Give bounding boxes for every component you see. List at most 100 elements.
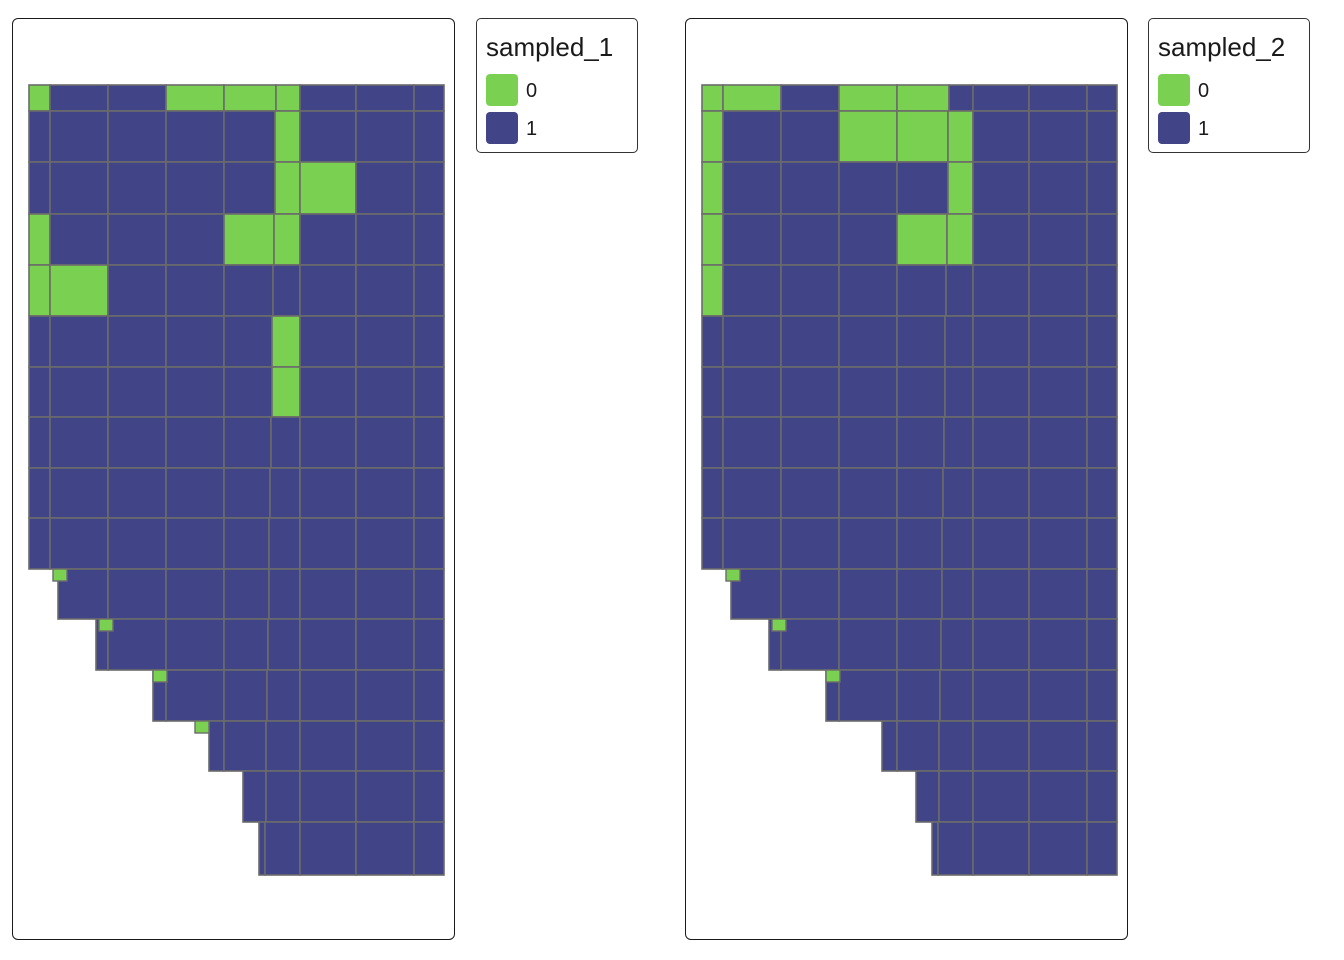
map-cell <box>223 618 269 671</box>
legend-label-0: 0 <box>1198 80 1210 102</box>
map-cell <box>1028 618 1088 671</box>
map-cell <box>945 264 974 317</box>
map-cell <box>838 110 898 163</box>
map-cell <box>271 315 301 368</box>
map-cell-patch <box>52 568 68 582</box>
map-cell <box>107 264 167 317</box>
map-cell <box>972 213 1030 266</box>
map-cell <box>165 517 225 570</box>
map-cell <box>780 467 840 519</box>
map-cell <box>780 416 840 469</box>
map-cell <box>780 161 840 215</box>
map-cell <box>107 568 167 620</box>
map-cell <box>941 568 974 620</box>
map-cell <box>223 161 276 215</box>
map-cell <box>722 161 782 215</box>
map-cell <box>1086 568 1118 620</box>
map-cell <box>972 110 1030 163</box>
map-cell <box>1086 821 1118 876</box>
map-cell <box>701 416 724 469</box>
map-cell <box>299 568 357 620</box>
map-cell <box>1086 213 1118 266</box>
map-cell <box>165 416 225 469</box>
legend-label-1: 1 <box>1198 118 1210 140</box>
map-cell <box>780 366 840 418</box>
map-cell <box>1028 770 1088 823</box>
map-cell <box>896 517 943 570</box>
map-cell <box>838 416 898 469</box>
map-cell <box>223 264 274 317</box>
map-cell <box>107 467 167 519</box>
map-cell <box>722 366 782 418</box>
map-cell <box>274 110 301 163</box>
map-cell <box>49 84 109 112</box>
map-cell <box>107 366 167 418</box>
map-cell <box>242 770 267 823</box>
map-cell <box>1028 366 1088 418</box>
map-cell <box>299 366 357 418</box>
map-cell <box>413 467 445 519</box>
map-cell <box>267 618 301 671</box>
map-cell <box>1028 720 1088 772</box>
map-cell <box>274 161 301 215</box>
map-cell <box>165 213 225 266</box>
map-cell <box>107 517 167 570</box>
map-cell <box>896 84 950 112</box>
map-cell <box>271 366 301 418</box>
map-cell <box>299 315 357 368</box>
map-cell <box>223 416 272 469</box>
map-cell <box>701 84 724 112</box>
map-cell <box>780 618 840 671</box>
map-cell <box>838 517 898 570</box>
map-cell <box>28 84 51 112</box>
legend-swatch-0 <box>1158 74 1190 106</box>
map-cell <box>838 669 898 722</box>
map-cell <box>165 315 225 368</box>
map-cell <box>49 416 109 469</box>
map-cell <box>722 110 782 163</box>
map-cell <box>49 366 109 418</box>
map-cell <box>881 720 898 772</box>
legend-label-0: 0 <box>526 80 538 102</box>
map-cell <box>165 467 225 519</box>
map-cell <box>223 467 271 519</box>
map-cell <box>780 213 840 266</box>
map-cell <box>943 416 974 469</box>
map-cell <box>413 720 445 772</box>
map-cell <box>896 264 947 317</box>
map-cell <box>937 821 974 876</box>
map-cell <box>355 720 415 772</box>
map-cell <box>299 517 357 570</box>
map-cell <box>165 110 225 163</box>
map-cell <box>28 110 51 163</box>
map-cell <box>931 821 939 876</box>
map-cell <box>355 416 415 469</box>
map-cell <box>838 213 898 266</box>
map-cell <box>49 213 109 266</box>
map-cell <box>722 517 782 570</box>
map-cell <box>972 568 1030 620</box>
map-cell-patch <box>98 618 114 632</box>
map-cell <box>944 315 974 368</box>
map-cell <box>223 366 273 418</box>
map-cell <box>165 618 225 671</box>
map-panel-sampled-1 <box>12 18 455 940</box>
map-cell <box>940 618 974 671</box>
map-cell <box>299 618 357 671</box>
map-cell <box>299 467 357 519</box>
map-cell <box>722 467 782 519</box>
map-cell <box>355 770 415 823</box>
map-cell <box>265 720 301 772</box>
map-cell <box>942 467 974 519</box>
map-cell <box>972 467 1030 519</box>
map-cell <box>701 467 724 519</box>
map-cell <box>165 264 225 317</box>
map-cell <box>299 84 357 112</box>
legend-title: sampled_2 <box>1158 32 1286 62</box>
map-cell <box>223 213 275 266</box>
map-cell <box>1086 669 1118 722</box>
map-cell <box>273 213 301 266</box>
map-cell <box>413 264 445 317</box>
map-cell <box>28 161 51 215</box>
grid-map-sampled-2 <box>701 84 1118 876</box>
